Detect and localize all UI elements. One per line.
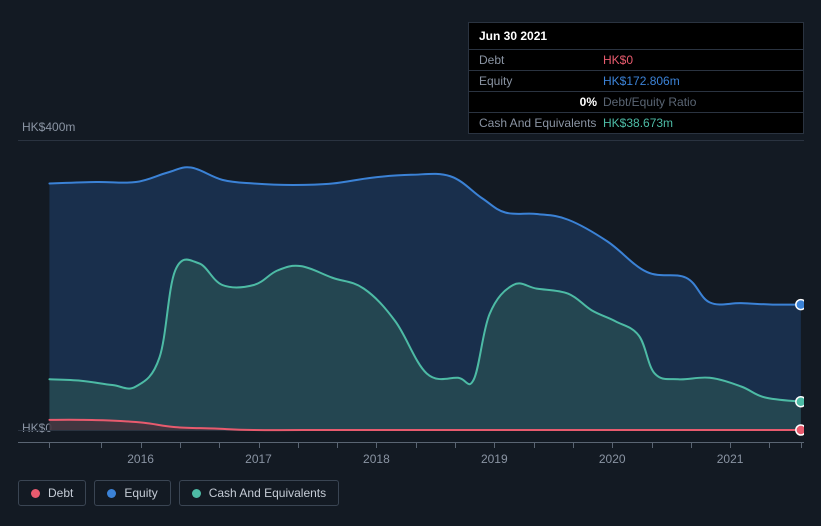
x-tick-label: 2017 [245, 452, 272, 466]
legend-dot-debt [31, 489, 40, 498]
chart-plot-area[interactable] [18, 140, 804, 440]
x-tick-label: 2016 [127, 452, 154, 466]
legend-item-cash[interactable]: Cash And Equivalents [179, 480, 339, 506]
chart-legend: Debt Equity Cash And Equivalents [18, 480, 339, 506]
x-tick-label: 2019 [481, 452, 508, 466]
legend-item-equity[interactable]: Equity [94, 480, 170, 506]
tooltip-label-cash: Cash And Equivalents [479, 116, 603, 130]
tooltip-ratio-value: 0% [479, 95, 603, 109]
legend-label-debt: Debt [48, 486, 73, 500]
tooltip-label-debt: Debt [479, 53, 603, 67]
tooltip-row-equity: Equity HK$172.806m [469, 70, 803, 91]
legend-label-equity: Equity [124, 486, 157, 500]
chart-container: Jun 30 2021 Debt HK$0 Equity HK$172.806m… [0, 0, 821, 526]
x-axis: 2016 2017 2018 2019 2020 2021 [18, 442, 804, 472]
x-tick-label: 2021 [717, 452, 744, 466]
tooltip-label-equity: Equity [479, 74, 603, 88]
chart-tooltip: Jun 30 2021 Debt HK$0 Equity HK$172.806m… [468, 22, 804, 134]
y-axis-label-max: HK$400m [22, 120, 75, 134]
legend-label-cash: Cash And Equivalents [209, 486, 326, 500]
x-tick-label: 2020 [599, 452, 626, 466]
tooltip-value-debt: HK$0 [603, 53, 633, 67]
tooltip-row-debt: Debt HK$0 [469, 49, 803, 70]
legend-dot-cash [192, 489, 201, 498]
tooltip-ratio-label: Debt/Equity Ratio [603, 95, 696, 109]
x-tick-label: 2018 [363, 452, 390, 466]
tooltip-row-ratio: 0% Debt/Equity Ratio [469, 91, 803, 112]
tooltip-row-cash: Cash And Equivalents HK$38.673m [469, 112, 803, 133]
chart-svg [18, 140, 804, 440]
legend-item-debt[interactable]: Debt [18, 480, 86, 506]
tooltip-date: Jun 30 2021 [469, 23, 803, 49]
tooltip-value-cash: HK$38.673m [603, 116, 673, 130]
tooltip-value-equity: HK$172.806m [603, 74, 680, 88]
legend-dot-equity [107, 489, 116, 498]
